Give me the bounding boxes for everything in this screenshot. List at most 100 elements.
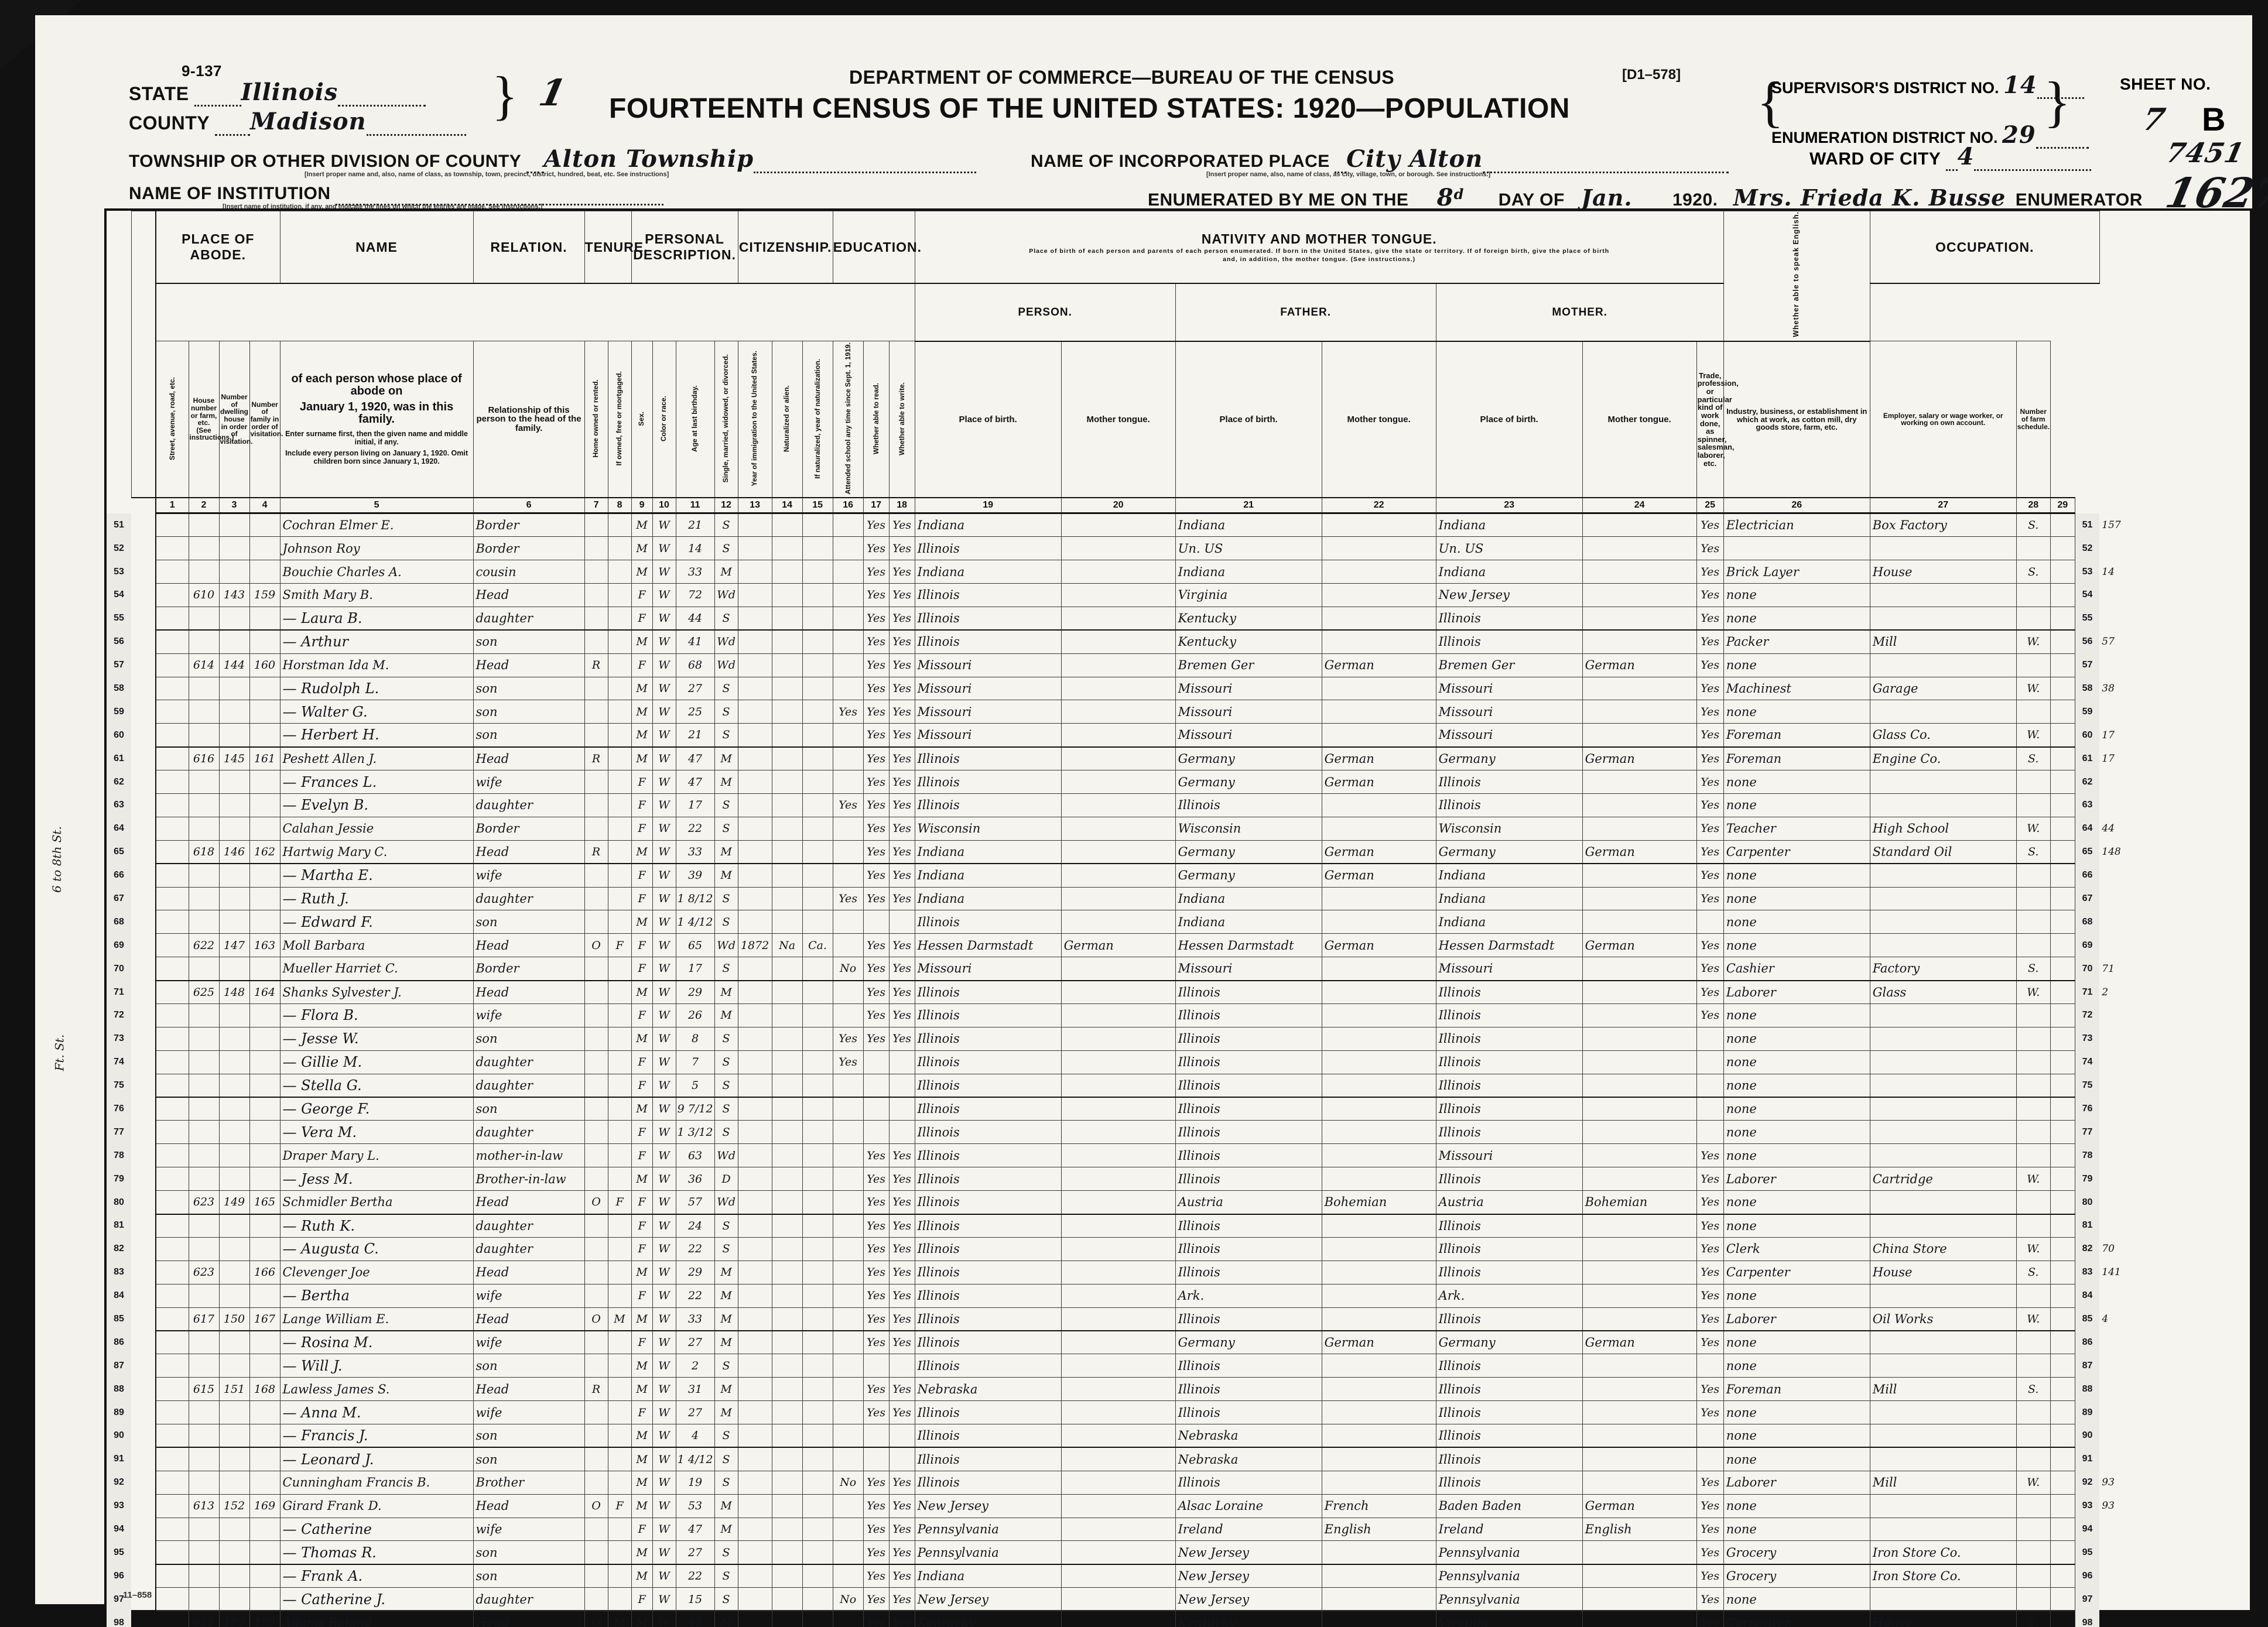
- cell-dwelling[interactable]: 145: [218, 746, 250, 771]
- cell-house[interactable]: [188, 1073, 220, 1098]
- cell-dwelling[interactable]: [218, 513, 250, 537]
- cell-birth-mother[interactable]: Illinois: [1435, 1470, 1583, 1495]
- table-row[interactable]: 54 610 143 159 Smith Mary B. Head F W 72 Wd Yes Yes…: [107, 583, 2250, 607]
- cell-race[interactable]: W: [652, 583, 676, 607]
- cell-tenure-a[interactable]: R: [584, 746, 608, 771]
- cell-birth-mother[interactable]: Illinois: [1435, 793, 1583, 817]
- cell-write[interactable]: Yes: [888, 746, 915, 771]
- cell-school[interactable]: [832, 933, 864, 958]
- table-row[interactable]: 72— Flora B. wife F W 26 M Yes Yes Illinois Illin…: [107, 1003, 2250, 1027]
- cell-farm[interactable]: [2050, 1214, 2075, 1238]
- cell-birth-father[interactable]: Indiana: [1175, 560, 1322, 584]
- cell-industry[interactable]: House: [1869, 1611, 2017, 1627]
- cell-mt-father[interactable]: [1321, 1540, 1436, 1565]
- cell-name[interactable]: — Frances L.: [279, 770, 474, 794]
- cell-school[interactable]: Yes: [832, 700, 864, 724]
- cell-race[interactable]: W: [652, 653, 676, 677]
- cell-immig[interactable]: [737, 629, 772, 654]
- cell-trade[interactable]: none: [1723, 583, 1870, 607]
- table-row[interactable]: 79— Jess M. Brother-in-law M W 36 D Yes Yes Illi…: [107, 1167, 2250, 1191]
- cell-tenure-a[interactable]: [584, 676, 608, 701]
- cell-employer[interactable]: [2016, 1283, 2051, 1308]
- cell-age[interactable]: 21: [675, 723, 715, 748]
- cell-mt-father[interactable]: [1321, 1470, 1436, 1495]
- cell-birth-father[interactable]: Illinois: [1175, 1377, 1322, 1402]
- cell-natz[interactable]: [771, 1260, 803, 1285]
- cell-trade[interactable]: Clerk: [1723, 1236, 1870, 1261]
- cell-birth-mother[interactable]: Missouri: [1435, 1143, 1583, 1168]
- cell-dwelling[interactable]: 146: [218, 840, 250, 865]
- cell-race[interactable]: W: [652, 933, 676, 958]
- cell-write[interactable]: Yes: [888, 933, 915, 958]
- cell-school[interactable]: [832, 1073, 864, 1098]
- cell-sex[interactable]: F: [631, 1073, 653, 1098]
- cell-mt-person[interactable]: [1061, 1260, 1176, 1285]
- cell-name[interactable]: Clevenger Joe: [279, 1260, 474, 1285]
- cell-age[interactable]: 21: [675, 513, 715, 537]
- cell-birth-person[interactable]: Illinois: [914, 1307, 1062, 1331]
- cell-employer[interactable]: [2016, 1050, 2051, 1074]
- cell-family[interactable]: [249, 1400, 280, 1425]
- cell-sex[interactable]: F: [631, 957, 653, 981]
- cell-farm[interactable]: [2050, 1143, 2075, 1168]
- cell-school[interactable]: [832, 1003, 864, 1027]
- cell-age[interactable]: 39: [675, 863, 715, 888]
- cell-english[interactable]: Yes: [1696, 840, 1724, 865]
- cell-mt-father[interactable]: [1321, 629, 1436, 654]
- cell-marital[interactable]: S: [714, 1540, 738, 1565]
- cell-tenure-b[interactable]: [607, 1283, 632, 1308]
- cell-employer[interactable]: [2016, 1494, 2051, 1518]
- cell-birth-person[interactable]: Nebraska: [914, 1377, 1062, 1402]
- cell-mt-mother[interactable]: [1582, 1611, 1697, 1627]
- cell-natz[interactable]: [771, 957, 803, 981]
- table-row[interactable]: 74— Gillie M. daughter F W 7 S Yes Illinois Illi…: [107, 1050, 2250, 1074]
- cell-name[interactable]: — Augusta C.: [279, 1236, 474, 1261]
- cell-immig[interactable]: [737, 1097, 772, 1121]
- cell-race[interactable]: W: [652, 1050, 676, 1074]
- cell-tenure-a[interactable]: [584, 700, 608, 724]
- cell-name[interactable]: — Francis J.: [279, 1424, 474, 1448]
- cell-birth-mother[interactable]: Illinois: [1435, 1167, 1583, 1191]
- cell-read[interactable]: [863, 1424, 890, 1448]
- cell-tenure-b[interactable]: [607, 1167, 632, 1191]
- cell-sex[interactable]: M: [631, 1354, 653, 1378]
- cell-mt-mother[interactable]: [1582, 700, 1697, 724]
- cell-race[interactable]: W: [652, 1283, 676, 1308]
- cell-natz-yr[interactable]: [802, 1611, 833, 1627]
- cell-mt-person[interactable]: [1061, 1354, 1176, 1378]
- cell-name[interactable]: — Evelyn B.: [279, 793, 474, 817]
- cell-mt-father[interactable]: [1321, 1167, 1436, 1191]
- cell-tenure-a[interactable]: O: [584, 1307, 608, 1331]
- cell-marital[interactable]: S: [714, 676, 738, 701]
- cell-mt-father[interactable]: [1321, 1143, 1436, 1168]
- cell-age[interactable]: 1 4/12: [675, 910, 715, 934]
- cell-natz[interactable]: [771, 1470, 803, 1495]
- cell-birth-mother[interactable]: Illinois: [1435, 1003, 1583, 1027]
- cell-mt-father[interactable]: [1321, 676, 1436, 701]
- cell-english[interactable]: Yes: [1696, 723, 1724, 748]
- cell-farm[interactable]: [2050, 980, 2075, 1004]
- cell-tenure-b[interactable]: [607, 676, 632, 701]
- cell-house[interactable]: [188, 1424, 220, 1448]
- cell-farm[interactable]: [2050, 957, 2075, 981]
- cell-natz-yr[interactable]: [802, 1564, 833, 1588]
- cell-street[interactable]: [155, 1143, 189, 1168]
- cell-race[interactable]: W: [652, 793, 676, 817]
- cell-house[interactable]: 623: [188, 1190, 220, 1215]
- cell-race[interactable]: W: [652, 560, 676, 584]
- cell-trade[interactable]: none: [1723, 770, 1870, 794]
- cell-english[interactable]: Yes: [1696, 933, 1724, 958]
- cell-mt-mother[interactable]: [1582, 1564, 1697, 1588]
- cell-race[interactable]: W: [652, 1330, 676, 1355]
- cell-farm[interactable]: [2050, 1424, 2075, 1448]
- cell-house[interactable]: [188, 770, 220, 794]
- cell-write[interactable]: Yes: [888, 1470, 915, 1495]
- cell-race[interactable]: W: [652, 1120, 676, 1145]
- cell-birth-person[interactable]: Indiana: [914, 560, 1062, 584]
- cell-sex[interactable]: M: [631, 1470, 653, 1495]
- cell-age[interactable]: 1 4/12: [675, 1447, 715, 1471]
- cell-family[interactable]: [249, 1143, 280, 1168]
- cell-mt-person[interactable]: [1061, 1050, 1176, 1074]
- cell-dwelling[interactable]: [218, 536, 250, 561]
- cell-tenure-a[interactable]: [584, 770, 608, 794]
